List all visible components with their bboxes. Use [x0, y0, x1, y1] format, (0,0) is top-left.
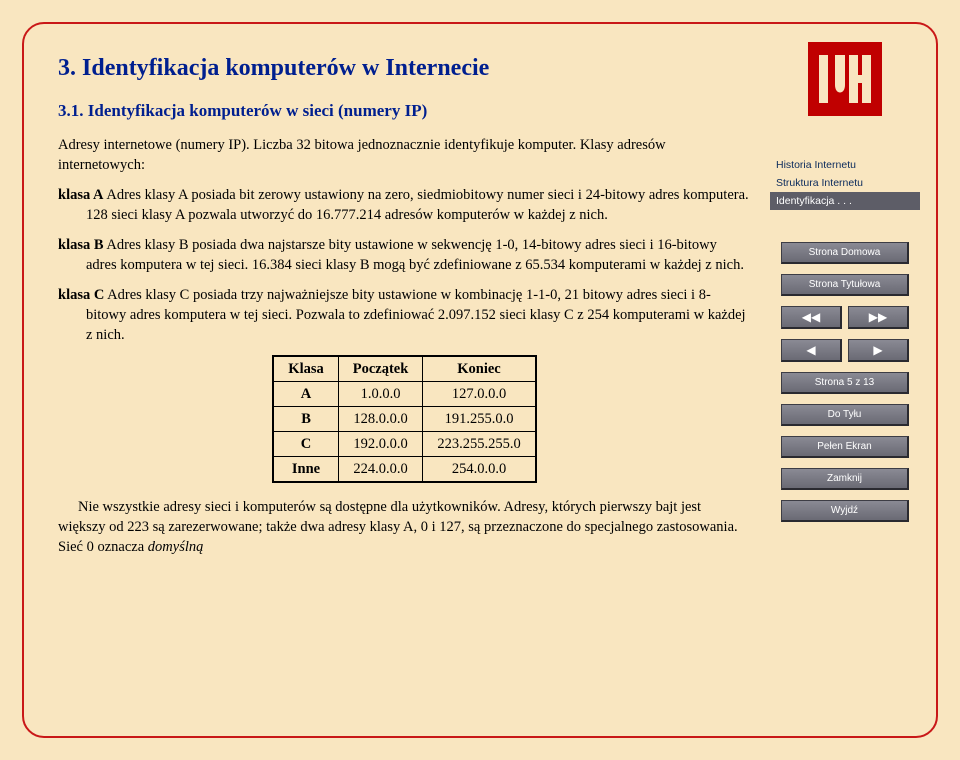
class-c-item: klasa C Adres klasy C posiada trzy najwa…: [58, 285, 751, 345]
table-row: A 1.0.0.0 127.0.0.0: [273, 381, 535, 406]
class-c-text: Adres klasy C posiada trzy najważniejsze…: [86, 287, 746, 343]
nav-seek-row: ◀◀ ▶▶: [781, 306, 909, 329]
th-end: Koniec: [423, 356, 536, 382]
table-row: Inne 224.0.0.0 254.0.0.0: [273, 456, 535, 482]
rewind-button[interactable]: ◀◀: [781, 306, 842, 329]
class-c-label: klasa C: [58, 287, 104, 303]
toc-item-history[interactable]: Historia Internetu: [770, 156, 920, 174]
toc-item-identification[interactable]: Identyfikacja . . .: [770, 192, 920, 210]
nav-step-row: ◀ ▶: [781, 339, 909, 362]
logo-icon: [808, 42, 882, 116]
class-b-item: klasa B Adres klasy B posiada dwa najsta…: [58, 235, 751, 275]
table-row: B 128.0.0.0 191.255.0.0: [273, 406, 535, 431]
section-heading: 3. Identyfikacja komputerów w Internecie: [58, 52, 751, 85]
nav-buttons: Strona Domowa Strona Tytułowa ◀◀ ▶▶ ◀ ▶ …: [770, 242, 920, 522]
exit-button[interactable]: Wyjdź: [781, 500, 909, 522]
sidebar: Historia Internetu Struktura Internetu I…: [770, 42, 920, 532]
class-b-text: Adres klasy B posiada dwa najstarsze bit…: [86, 237, 744, 273]
back-button[interactable]: Do Tyłu: [781, 404, 909, 426]
home-button[interactable]: Strona Domowa: [781, 242, 909, 264]
subsection-heading: 3.1. Identyfikacja komputerów w sieci (n…: [58, 99, 751, 122]
footnote-emph: domyślną: [148, 539, 204, 555]
class-b-label: klasa B: [58, 237, 104, 253]
main-content: 3. Identyfikacja komputerów w Internecie…: [58, 52, 751, 557]
ip-class-table: Klasa Początek Koniec A 1.0.0.0 127.0.0.…: [272, 355, 536, 483]
next-button[interactable]: ▶: [848, 339, 909, 362]
footnote-paragraph: Nie wszystkie adresy sieci i komputerów …: [58, 497, 751, 557]
toc-item-structure[interactable]: Struktura Internetu: [770, 174, 920, 192]
toc: Historia Internetu Struktura Internetu I…: [770, 156, 920, 210]
th-start: Początek: [338, 356, 423, 382]
class-a-text: Adres klasy A posiada bit zerowy ustawio…: [86, 187, 749, 223]
intro-paragraph: Adresy internetowe (numery IP). Liczba 3…: [58, 135, 751, 175]
class-a-label: klasa A: [58, 187, 104, 203]
prev-button[interactable]: ◀: [781, 339, 842, 362]
title-page-button[interactable]: Strona Tytułowa: [781, 274, 909, 296]
fullscreen-button[interactable]: Pełen Ekran: [781, 436, 909, 458]
table-row: C 192.0.0.0 223.255.255.0: [273, 431, 535, 456]
fastforward-button[interactable]: ▶▶: [848, 306, 909, 329]
class-a-item: klasa A Adres klasy A posiada bit zerowy…: [58, 185, 751, 225]
close-button[interactable]: Zamknij: [781, 468, 909, 490]
page-indicator-button[interactable]: Strona 5 z 13: [781, 372, 909, 394]
th-klasa: Klasa: [273, 356, 338, 382]
